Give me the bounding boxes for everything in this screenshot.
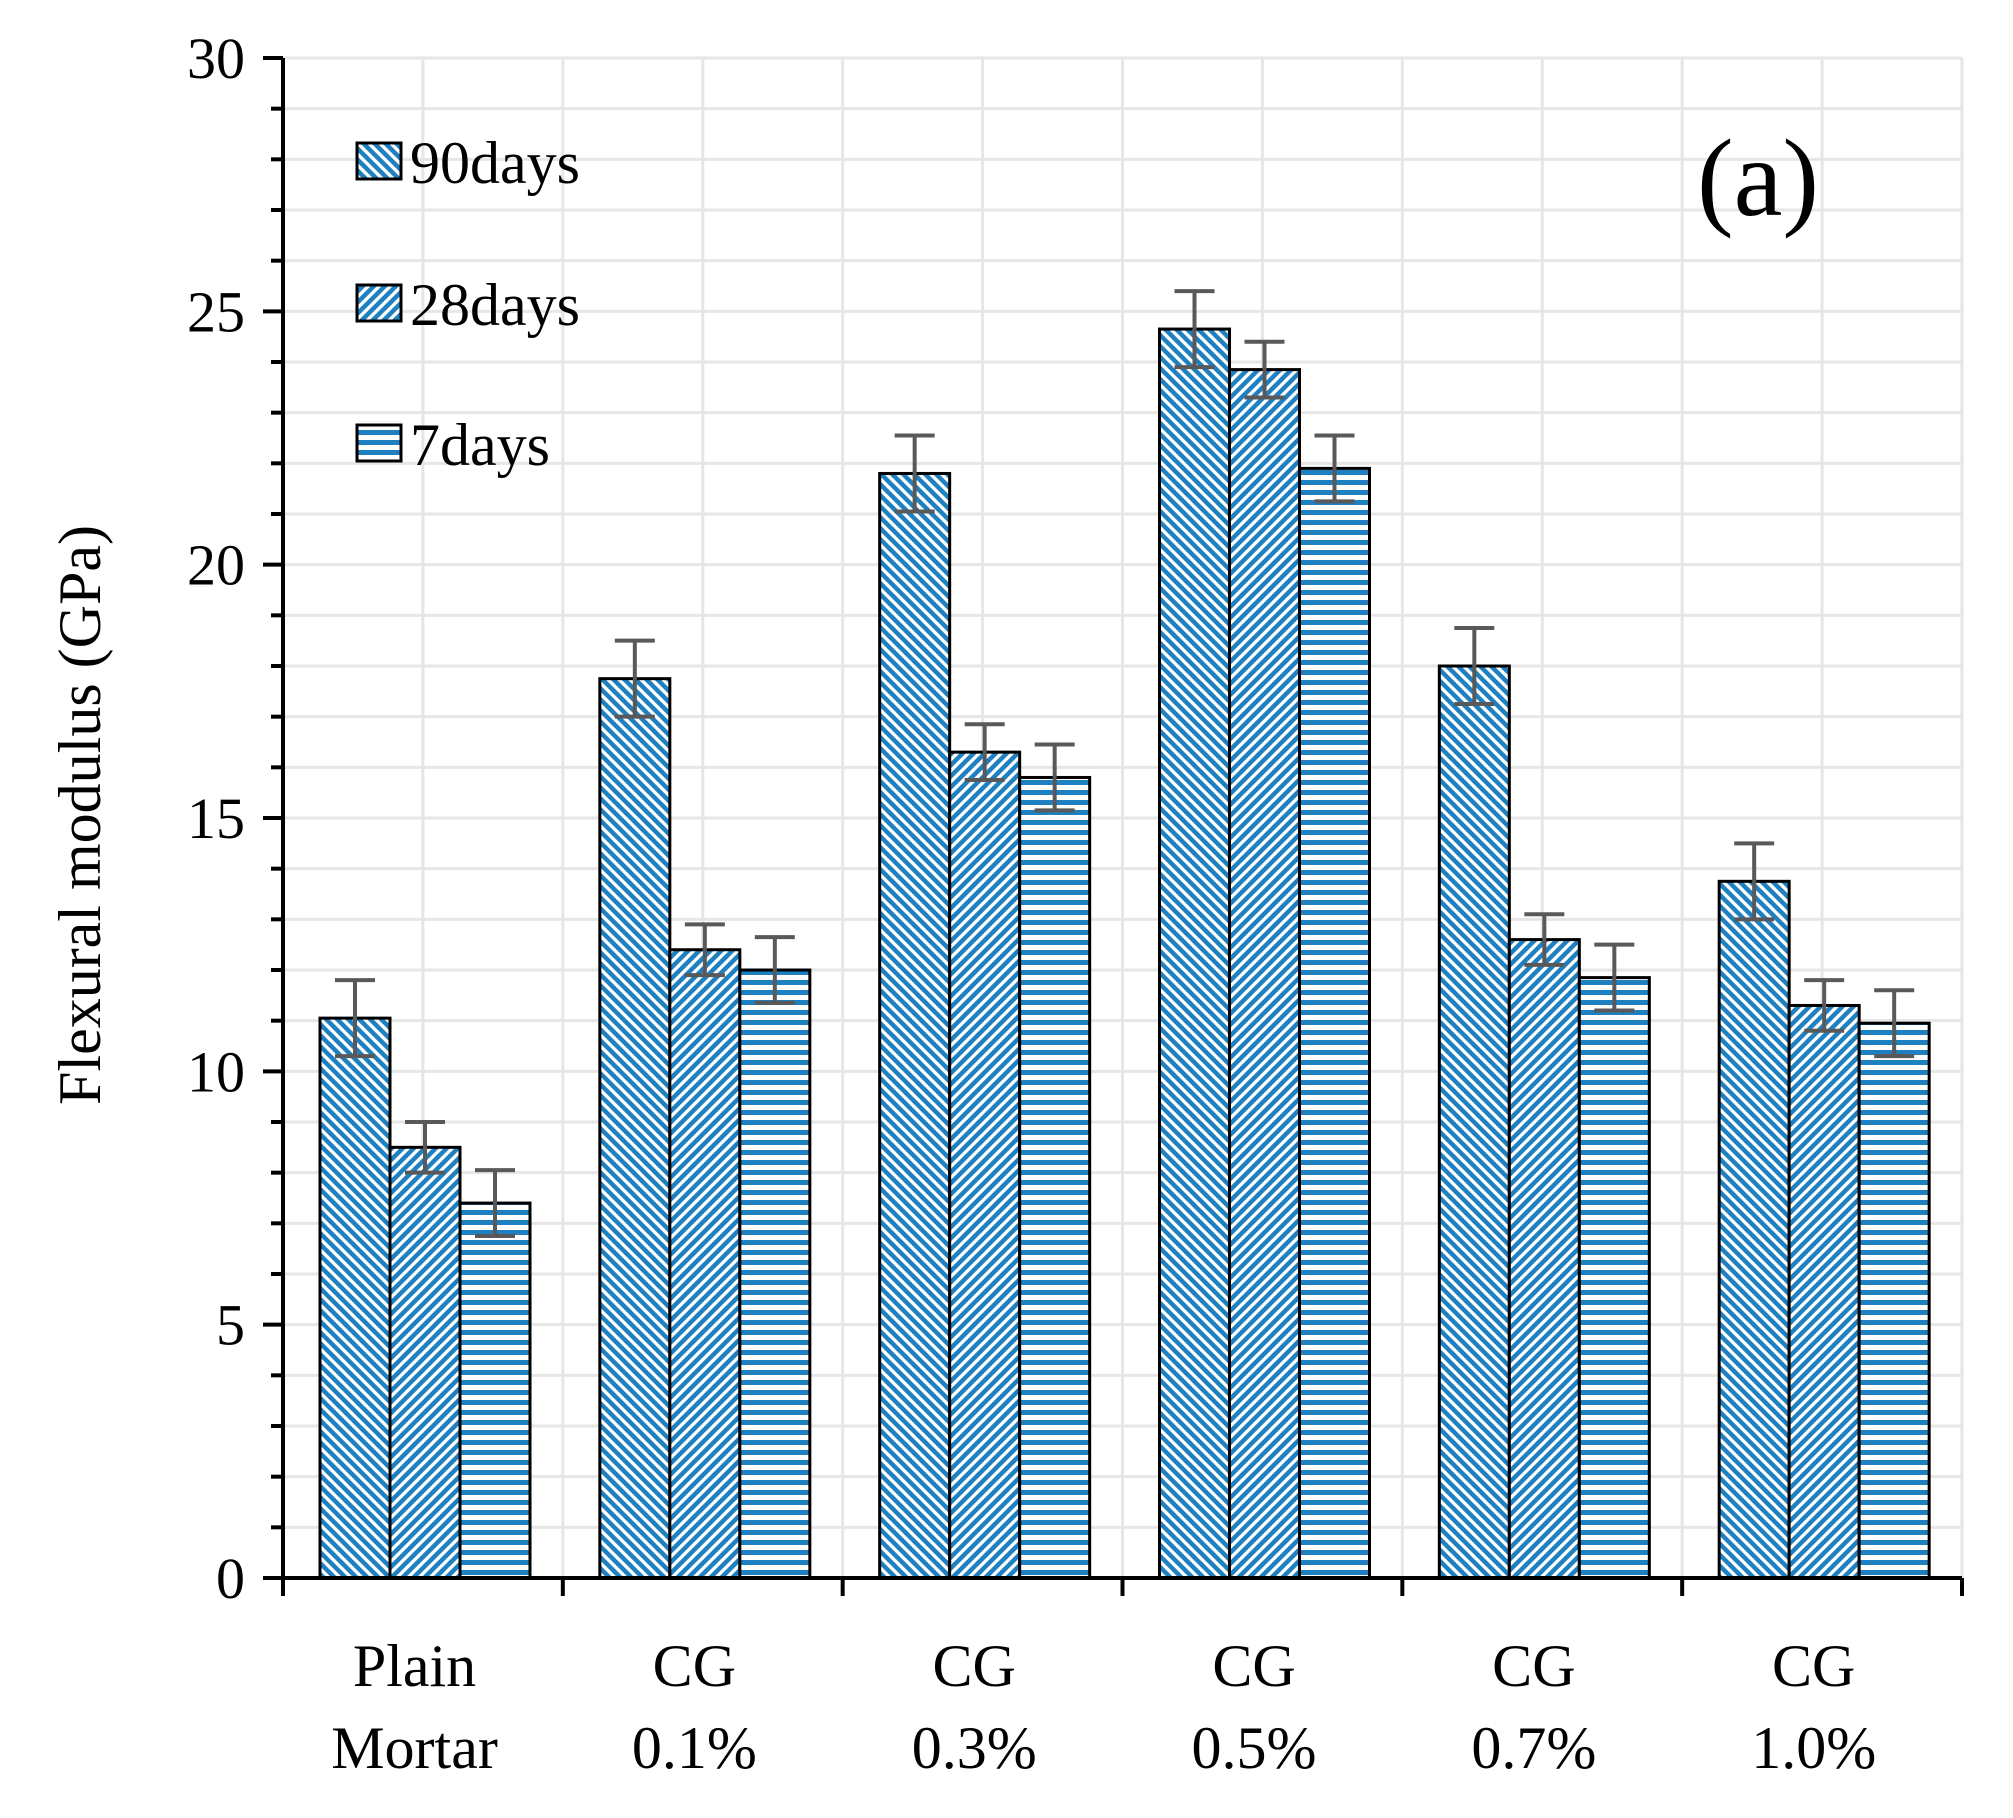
bar-90days-2 — [878, 471, 952, 1580]
panel-label: (a) — [1697, 117, 1819, 239]
y-tick-label: 25 — [187, 279, 245, 344]
x-category-label: 0.7% — [1471, 1715, 1596, 1781]
legend-label-90days: 90days — [410, 130, 580, 196]
bar-7days-3 — [1298, 466, 1371, 1580]
axes — [263, 56, 1964, 1596]
bars — [318, 327, 1931, 1580]
bar-90days-4 — [1437, 664, 1511, 1580]
y-tick-label: 15 — [187, 786, 245, 851]
x-category-label: CG — [1212, 1633, 1295, 1699]
x-category-label: CG — [1492, 1633, 1575, 1699]
x-category-label: CG — [933, 1633, 1016, 1699]
bar-28days-5 — [1787, 1003, 1861, 1580]
bar-90days-3 — [1158, 327, 1231, 1580]
x-category-label: 0.3% — [912, 1715, 1037, 1781]
legend-swatch-7days — [355, 423, 403, 463]
bar-90days-0 — [318, 1016, 392, 1580]
y-tick-label: 0 — [216, 1546, 245, 1611]
x-category-label: 0.5% — [1192, 1715, 1317, 1781]
x-category-label: CG — [1772, 1633, 1855, 1699]
y-tick-label: 5 — [216, 1293, 245, 1358]
x-category-label: Plain — [353, 1633, 476, 1699]
bar-28days-4 — [1507, 938, 1581, 1580]
x-category-label: Mortar — [331, 1715, 498, 1781]
tick-labels: 0 5 10 15 20 25 30 Plain Mortar CG 0.1% CG 0.3% CG 0.5… — [187, 26, 1876, 1781]
legend: 90days 28days 7days — [355, 130, 580, 478]
y-axis-title: Flexural modulus (GPa) — [47, 525, 113, 1105]
error-bars — [335, 289, 1915, 1238]
bar-7days-4 — [1577, 976, 1651, 1580]
bar-90days-1 — [598, 677, 672, 1580]
bar-28days-2 — [948, 750, 1022, 1580]
x-category-label: CG — [653, 1633, 736, 1699]
bar-28days-3 — [1228, 368, 1301, 1580]
y-tick-label: 30 — [187, 26, 245, 91]
x-category-label: 0.1% — [632, 1715, 757, 1781]
bar-28days-0 — [388, 1145, 462, 1580]
bar-7days-0 — [458, 1201, 532, 1580]
bar-7days-5 — [1857, 1021, 1931, 1580]
y-tick-label: 20 — [187, 533, 245, 598]
bar-90days-5 — [1717, 879, 1791, 1580]
x-category-label: 1.0% — [1751, 1715, 1876, 1781]
legend-swatch-28days — [355, 283, 403, 323]
y-tick-label: 10 — [187, 1039, 245, 1104]
legend-swatch-90days — [355, 141, 403, 181]
bar-7days-1 — [738, 968, 812, 1580]
legend-label-7days: 7days — [410, 412, 550, 478]
legend-label-28days: 28days — [410, 272, 580, 338]
bar-28days-1 — [668, 948, 742, 1580]
bar-7days-2 — [1018, 775, 1092, 1580]
